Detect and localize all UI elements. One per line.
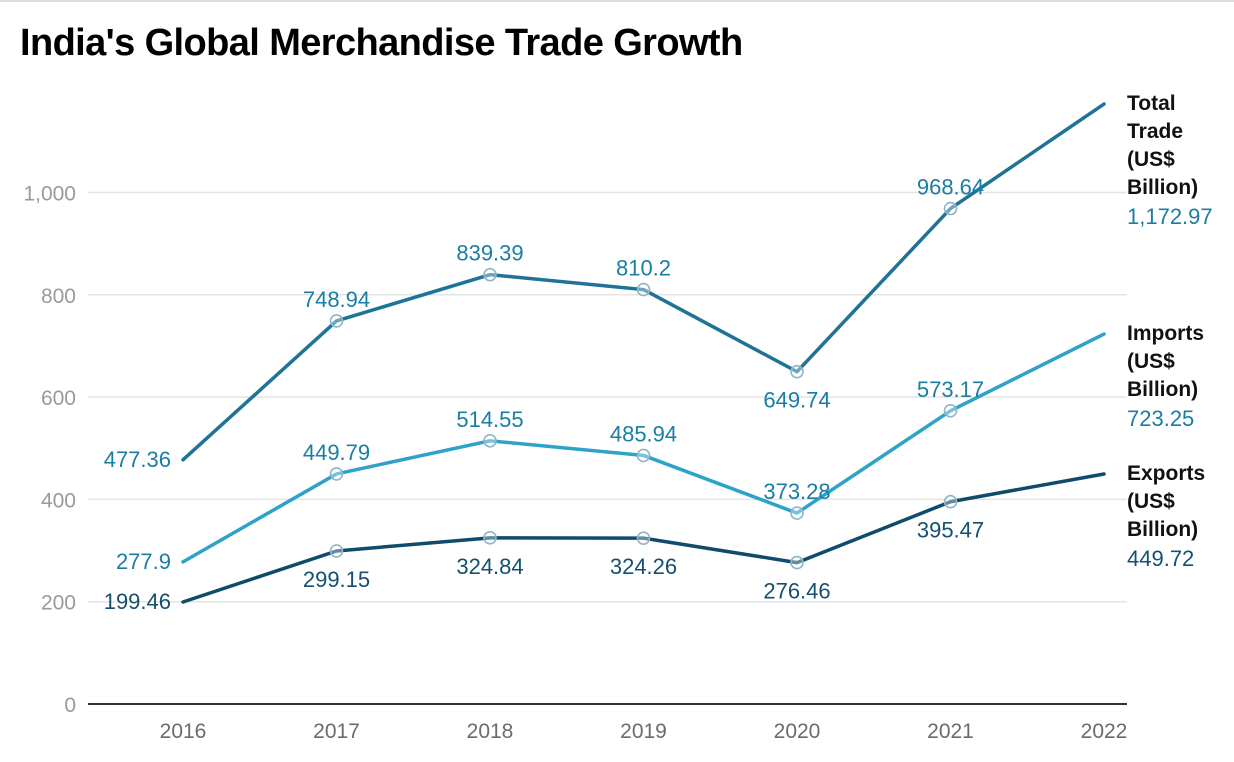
total-trade-series-name: (US$ [1127,148,1175,171]
total-trade-point [636,282,651,297]
exports-point [790,555,804,570]
x-tick-label: 2016 [160,720,207,743]
imports-data-label: 485.94 [610,421,677,446]
exports-point [943,494,958,509]
exports-series-name: Exports [1127,462,1205,485]
exports-data-label: 276.46 [763,579,830,604]
exports-series-name: Billion) [1127,518,1198,541]
x-tick-label: 2017 [313,720,360,743]
total-trade-point [483,267,497,282]
imports-data-label: 449.79 [303,440,370,465]
total-trade-data-label: 810.2 [616,256,671,281]
exports-data-label: 199.46 [104,589,171,614]
imports-series-name: Billion) [1127,378,1198,401]
imports-data-label: 277.9 [116,549,171,574]
imports-point [790,506,804,520]
exports-series-line [181,472,1106,604]
exports-point [636,531,651,545]
total-trade-series-name: Total [1127,92,1176,115]
imports-data-label: 573.17 [917,377,984,402]
total-trade-data-label: 649.74 [763,388,830,413]
total-trade-series-name: Billion) [1127,176,1198,199]
chart-title: India's Global Merchandise Trade Growth [20,22,743,64]
exports-data-label: 324.84 [456,554,523,579]
exports-data-label: 395.47 [917,518,984,543]
y-tick-label: 200 [41,592,76,615]
x-tick-label: 2018 [467,720,514,743]
y-tick-label: 800 [41,285,76,308]
imports-point [636,448,651,463]
x-tick-label: 2019 [620,720,667,743]
total-trade-data-label: 968.64 [917,175,984,200]
exports-series-name: (US$ [1127,490,1175,513]
imports-series-name: Imports [1127,322,1204,345]
total-trade-data-label: 839.39 [456,241,523,266]
imports-series-line [181,332,1106,564]
total-trade-final-value: 1,172.97 [1127,204,1213,229]
y-tick-label: 600 [41,387,76,410]
x-tick-label: 2022 [1081,720,1128,743]
x-tick-label: 2020 [774,720,821,743]
imports-data-label: 514.55 [456,407,523,432]
imports-data-label: 373.28 [763,479,830,504]
exports-final-value: 449.72 [1127,546,1194,571]
x-tick-label: 2021 [927,720,974,743]
total-trade-point [329,314,344,328]
total-trade-series-name: Trade [1127,120,1183,143]
total-trade-point [943,201,958,216]
total-trade-data-label: 477.36 [104,447,171,472]
top-divider [0,0,1234,2]
exports-point [483,531,497,545]
exports-data-label: 299.15 [303,567,370,592]
imports-point [483,434,497,448]
imports-final-value: 723.25 [1127,406,1194,431]
total-trade-data-label: 748.94 [303,287,370,312]
exports-data-label: 324.26 [610,554,677,579]
y-tick-label: 400 [41,489,76,512]
total-trade-series-line [181,102,1106,462]
total-trade-point [790,364,804,379]
exports-point [329,544,344,558]
imports-point [329,467,344,481]
y-tick-label: 1,000 [23,183,76,206]
imports-series-name: (US$ [1127,350,1175,373]
imports-point [943,404,958,418]
y-tick-label: 0 [64,694,76,717]
